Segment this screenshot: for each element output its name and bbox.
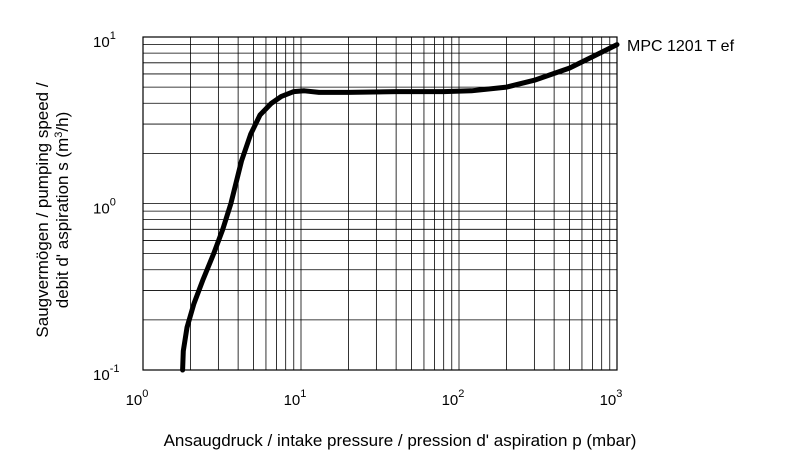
x-tick-label: 102 [442, 388, 465, 409]
x-tick-label: 101 [284, 388, 307, 409]
y-axis-label: Saugvermögen / pumping speed / debit d' … [33, 82, 72, 337]
plot-frame [142, 36, 618, 371]
y-tick-labels: 10-1 100 101 [93, 30, 119, 384]
y-axis-label-line1: Saugvermögen / pumping speed / [33, 82, 52, 337]
y-axis-label-line2: debit d' aspiration s (m3/h) [53, 112, 72, 308]
y-axis-label-line2-suffix: /h) [53, 112, 72, 132]
y-axis-label-line2-prefix: debit d' aspiration s (m [53, 138, 72, 309]
x-tick-labels: 100 101 102 103 [126, 388, 623, 409]
y-axis-label-line2-sup: 3 [53, 132, 65, 138]
y-tick-label: 101 [93, 30, 116, 51]
y-tick-label: 10-1 [93, 363, 119, 384]
x-tick-label: 100 [126, 388, 149, 409]
y-tick-label: 100 [93, 197, 116, 218]
series-line-mpc-1201-t-ef [180, 42, 620, 373]
plot-grid [143, 37, 617, 370]
x-tick-label: 103 [600, 388, 623, 409]
series-label: MPC 1201 T ef [627, 38, 735, 55]
x-axis-label: Ansaugdruck / intake pressure / pression… [164, 431, 637, 450]
